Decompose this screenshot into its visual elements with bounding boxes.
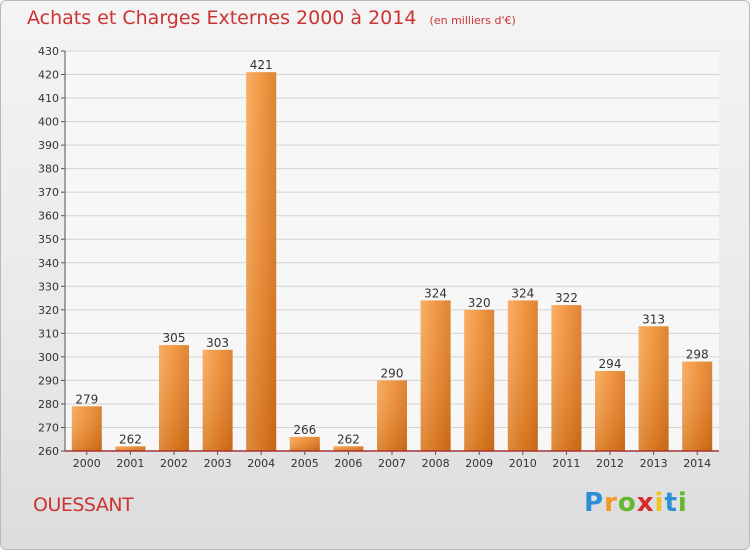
y-tick-label: 300 (38, 351, 59, 364)
bar-value-label: 324 (511, 286, 534, 300)
bar-2007 (377, 380, 407, 451)
chart-unit: (en milliers d'€) (429, 14, 516, 27)
x-tick-label: 2007 (378, 457, 406, 470)
bar-value-label: 313 (642, 312, 665, 326)
bar-value-label: 303 (206, 336, 229, 350)
bar-shade (377, 380, 407, 451)
x-tick-label: 2011 (552, 457, 580, 470)
brand-letter: i (677, 488, 688, 518)
brand-letter: o (617, 488, 637, 518)
bar-shade (551, 305, 582, 451)
bar-shade (159, 345, 189, 451)
bar-value-label: 320 (468, 296, 491, 310)
x-tick-label: 2003 (204, 457, 232, 470)
x-tick-label: 2013 (640, 457, 668, 470)
x-tick-label: 2014 (683, 457, 711, 470)
bar-shade (202, 349, 233, 451)
bar-shade (507, 300, 538, 451)
bar-2009 (464, 309, 495, 451)
bar-2003 (202, 349, 233, 451)
bar-value-label: 294 (599, 357, 622, 371)
bar-shade (71, 406, 102, 451)
bar-shade (246, 72, 277, 452)
x-tick-label: 2002 (160, 457, 188, 470)
y-tick-label: 360 (38, 210, 59, 223)
bar-shade (333, 446, 364, 451)
y-tick-label: 260 (38, 445, 59, 458)
bar-shade (115, 446, 146, 451)
y-tick-label: 410 (38, 92, 59, 105)
bar-value-label: 421 (250, 58, 273, 72)
y-tick-label: 400 (38, 116, 59, 129)
y-tick-label: 310 (38, 327, 59, 340)
bar-layer (71, 72, 713, 452)
x-tick-label: 2008 (422, 457, 450, 470)
y-tick-label: 340 (38, 257, 59, 270)
bar-2010 (507, 300, 538, 451)
y-tick-label: 280 (38, 398, 59, 411)
brand-letter: P (584, 488, 605, 518)
y-tick-label: 390 (38, 139, 59, 152)
bar-2001 (115, 446, 146, 451)
bar-2002 (159, 345, 189, 451)
bar-shade (464, 309, 495, 451)
bar-2008 (420, 300, 451, 451)
bar-2014 (682, 361, 713, 451)
x-tick-label: 2004 (247, 457, 275, 470)
bar-value-label: 298 (686, 348, 709, 362)
bar-value-label: 290 (381, 366, 404, 380)
x-tick-label: 2010 (509, 457, 537, 470)
bar-2000 (71, 406, 102, 451)
brand-letter: r (604, 488, 618, 518)
bar-value-label: 262 (119, 432, 142, 446)
y-tick-label: 370 (38, 186, 59, 199)
y-tick-label: 290 (38, 374, 59, 387)
x-tick-label: 2001 (116, 457, 144, 470)
bar-2005 (289, 436, 320, 451)
y-tick-label: 430 (38, 45, 59, 58)
axis-layer (61, 50, 719, 455)
y-tick-label: 380 (38, 163, 59, 176)
bar-shade (682, 361, 713, 451)
bar-shade (420, 300, 451, 451)
bar-value-label: 305 (163, 331, 186, 345)
bar-2004 (246, 72, 277, 452)
title-row: Achats et Charges Externes 2000 à 2014 (… (27, 7, 516, 29)
bar-value-label: 324 (424, 286, 447, 300)
y-tick-label: 270 (38, 421, 59, 434)
y-tick-label: 330 (38, 280, 59, 293)
bar-value-label: 322 (555, 291, 578, 305)
chart-title: Achats et Charges Externes 2000 à 2014 (27, 7, 417, 29)
brand-letter: t (664, 488, 678, 518)
bar-2012 (595, 371, 625, 451)
brand-letter: x (636, 488, 655, 518)
brand-logo: Proxiti (584, 488, 688, 518)
brand-letter: i (654, 488, 665, 518)
bar-shade (638, 326, 669, 451)
bar-value-label: 266 (293, 423, 316, 437)
y-tick-label: 320 (38, 304, 59, 317)
bar-shade (595, 371, 625, 451)
label-layer: 260 270 280 290 300 310 320 330 340 350 360 370 380 3… (38, 45, 711, 470)
bar-2013 (638, 326, 669, 451)
y-tick-label: 350 (38, 233, 59, 246)
location-label: OUESSANT (33, 494, 134, 516)
bar-value-label: 279 (75, 392, 98, 406)
x-tick-label: 2005 (291, 457, 319, 470)
bar-shade (289, 436, 320, 451)
bar-2006 (333, 446, 364, 451)
bar-2011 (551, 305, 582, 451)
x-tick-label: 2012 (596, 457, 624, 470)
x-tick-label: 2009 (465, 457, 493, 470)
x-tick-label: 2000 (73, 457, 101, 470)
y-tick-label: 420 (38, 69, 59, 82)
x-tick-label: 2006 (334, 457, 362, 470)
bar-value-label: 262 (337, 432, 360, 446)
